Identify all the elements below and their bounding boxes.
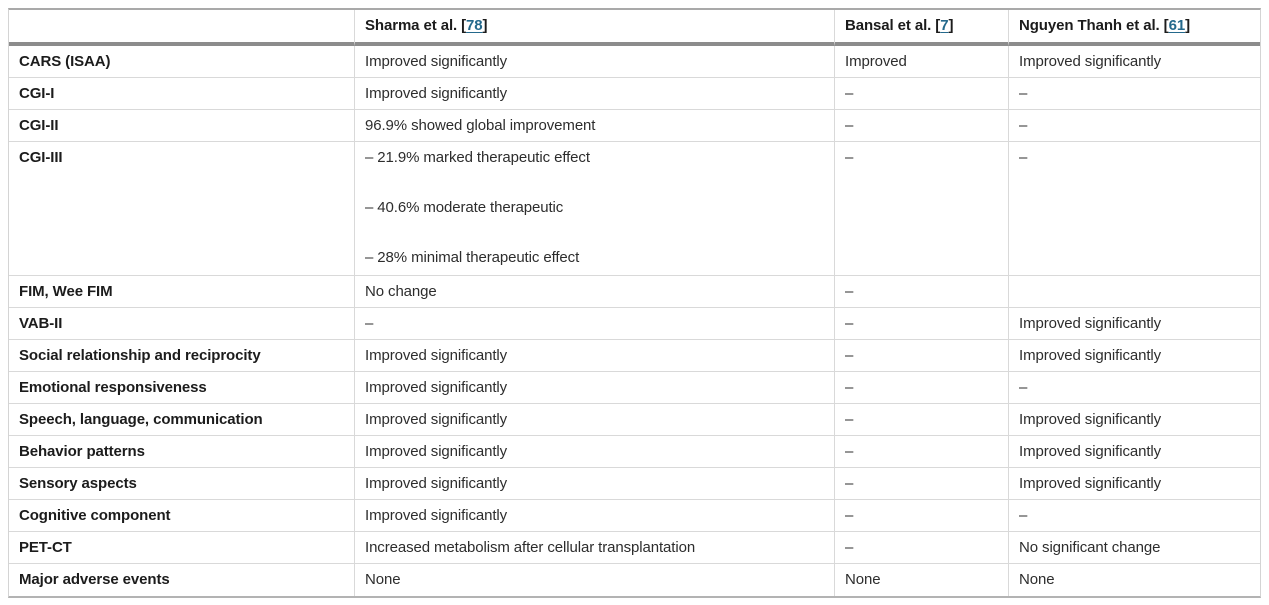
row-label: Major adverse events	[19, 571, 170, 588]
cell-sharma: – 21.9% marked therapeutic effect – 40.6…	[354, 142, 834, 276]
study-name-sharma: Sharma et al. [	[365, 16, 467, 34]
row-label: VAB-II	[9, 308, 354, 340]
cell-bansal: –	[834, 142, 1008, 276]
table-row-cognitive: Cognitive component Improved significant…	[9, 500, 1260, 532]
table-row-social: Social relationship and reciprocity Impr…	[9, 340, 1260, 372]
table-row-speech: Speech, language, communication Improved…	[9, 404, 1260, 436]
cell-sharma: Improved significantly	[354, 404, 834, 436]
cell-nguyen: Improved significantly	[1008, 308, 1260, 340]
cell-sharma: Improved significantly	[354, 340, 834, 372]
table-row-vab-2: VAB-II – – Improved significantly	[9, 308, 1260, 340]
table-row-sensory: Sensory aspects Improved significantly –…	[9, 468, 1260, 500]
table-row-cgi-1: CGI-I Improved significantly – –	[9, 78, 1260, 110]
cell-nguyen: Improved significantly	[1008, 404, 1260, 436]
row-label: FIM, Wee FIM	[9, 276, 354, 308]
cell-nguyen: –	[1008, 500, 1260, 532]
table-row-cgi-3: CGI-III – 21.9% marked therapeutic effec…	[9, 142, 1260, 276]
row-label: Behavior patterns	[9, 436, 354, 468]
cell-nguyen: Improved significantly	[1008, 468, 1260, 500]
cell-sharma: –	[354, 308, 834, 340]
cell-bansal: –	[834, 340, 1008, 372]
row-label: CARS (ISAA)	[9, 46, 354, 78]
cgi3-line-3: – 28% minimal therapeutic effect	[365, 249, 580, 266]
table-row-fim: FIM, Wee FIM No change –	[9, 276, 1260, 308]
header-row: Sharma et al. [78] Bansal et al. [7] Ngu…	[9, 10, 1260, 46]
cell-sharma: Increased metabolism after cellular tran…	[354, 532, 834, 564]
table-row-adverse-events: Major adverse events None None None	[9, 564, 1260, 596]
cell-nguyen: None	[1008, 564, 1260, 596]
table-row-cars: CARS (ISAA) Improved significantly Impro…	[9, 46, 1260, 78]
table-row-pet-ct: PET-CT Increased metabolism after cellul…	[9, 532, 1260, 564]
cell-bansal: Improved	[834, 46, 1008, 78]
cell-sharma: Improved significantly	[354, 46, 834, 78]
outcomes-comparison-table: Sharma et al. [78] Bansal et al. [7] Ngu…	[9, 10, 1260, 596]
cell-bansal: –	[834, 500, 1008, 532]
cell-nguyen	[1008, 276, 1260, 308]
column-header-empty	[9, 10, 354, 46]
cell-nguyen: No significant change	[1008, 532, 1260, 564]
cell-bansal: –	[834, 404, 1008, 436]
cell-nguyen: –	[1008, 78, 1260, 110]
cgi3-line-2: – 40.6% moderate therapeutic	[365, 199, 564, 216]
table-row-cgi-2: CGI-II 96.9% showed global improvement –…	[9, 110, 1260, 142]
cell-bansal: None	[834, 564, 1008, 596]
cell-sharma: Improved significantly	[354, 78, 834, 110]
outcomes-comparison-table-frame: Sharma et al. [78] Bansal et al. [7] Ngu…	[8, 8, 1261, 598]
bracket-close: ]	[948, 16, 954, 34]
cell-sharma: No change	[354, 276, 834, 308]
column-header-nguyen: Nguyen Thanh et al. [61]	[1008, 10, 1260, 46]
table-row-emotional: Emotional responsiveness Improved signif…	[9, 372, 1260, 404]
table-row-behavior: Behavior patterns Improved significantly…	[9, 436, 1260, 468]
column-header-sharma: Sharma et al. [78]	[354, 10, 834, 46]
cell-nguyen: –	[1008, 372, 1260, 404]
column-header-bansal: Bansal et al. [7]	[834, 10, 1008, 46]
row-label: CGI-II	[9, 110, 354, 142]
row-label: Sensory aspects	[9, 468, 354, 500]
cell-nguyen: –	[1008, 110, 1260, 142]
row-label: Cognitive component	[9, 500, 354, 532]
cell-bansal: –	[834, 436, 1008, 468]
cell-nguyen: Improved significantly	[1008, 436, 1260, 468]
cell-sharma: Improved significantly	[354, 372, 834, 404]
cgi3-line-1: – 21.9% marked therapeutic effect	[365, 149, 590, 166]
cell-bansal: –	[834, 78, 1008, 110]
cell-nguyen: Improved significantly	[1008, 340, 1260, 372]
row-label: Emotional responsiveness	[9, 372, 354, 404]
row-label: Speech, language, communication	[9, 404, 354, 436]
cell-bansal: –	[834, 468, 1008, 500]
bracket-close: ]	[482, 16, 488, 34]
cell-bansal: –	[834, 372, 1008, 404]
cell-nguyen: –	[1008, 142, 1260, 276]
row-label: PET-CT	[9, 532, 354, 564]
cell-sharma: Improved significantly	[354, 468, 834, 500]
bracket-close: ]	[1185, 16, 1190, 34]
study-name-bansal: Bansal et al. [	[845, 16, 941, 34]
cell-nguyen: Improved significantly	[1008, 46, 1260, 78]
cell-sharma: Improved significantly	[354, 436, 834, 468]
cell-sharma: Improved significantly	[354, 500, 834, 532]
row-label: CGI-III	[9, 142, 354, 276]
row-label: Social relationship and reciprocity	[9, 340, 354, 372]
ref-link-7[interactable]: 7	[940, 16, 949, 34]
cell-bansal: –	[834, 276, 1008, 308]
cell-bansal: –	[834, 532, 1008, 564]
ref-link-78[interactable]: 78	[466, 16, 483, 34]
cell-sharma: None	[354, 564, 834, 596]
study-name-nguyen: Nguyen Thanh et al. [	[1019, 16, 1169, 34]
cell-bansal: –	[834, 110, 1008, 142]
cell-sharma: 96.9% showed global improvement	[354, 110, 834, 142]
row-label: CGI-I	[9, 78, 354, 110]
ref-link-61[interactable]: 61	[1168, 16, 1186, 34]
cell-bansal: –	[834, 308, 1008, 340]
